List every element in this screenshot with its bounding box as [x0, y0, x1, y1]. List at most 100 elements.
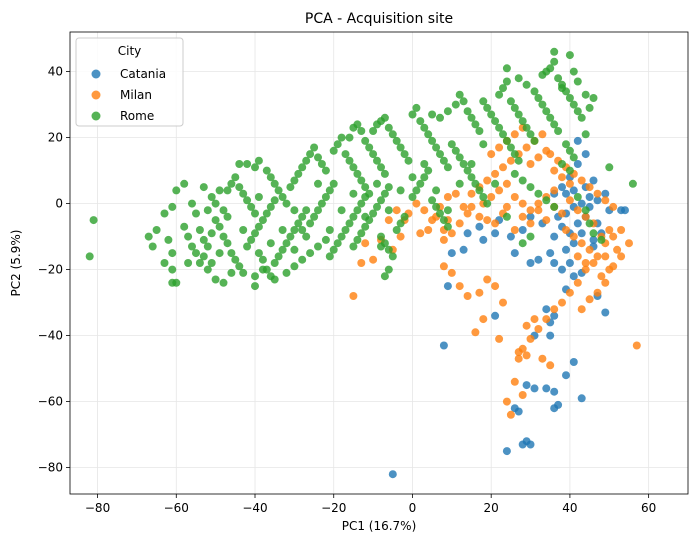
data-point: [192, 249, 200, 258]
data-point: [219, 278, 228, 287]
data-point: [530, 87, 539, 96]
data-point: [526, 232, 535, 241]
data-point: [467, 113, 476, 122]
data-point: [581, 265, 590, 274]
data-point: [589, 94, 598, 102]
data-point: [605, 265, 614, 274]
data-point: [243, 160, 252, 168]
data-point: [463, 292, 472, 300]
data-point: [270, 196, 279, 205]
legend-marker: [91, 69, 101, 79]
data-point: [203, 206, 212, 215]
y-axis-ticks: −80 −60 −40 −20 0 20 40: [38, 65, 70, 475]
data-point: [184, 232, 193, 241]
data-point: [502, 77, 511, 86]
data-point: [581, 259, 590, 267]
data-point: [349, 189, 358, 198]
data-point: [254, 156, 263, 165]
data-point: [506, 232, 515, 241]
data-point: [298, 212, 307, 221]
data-point: [439, 262, 448, 271]
data-point: [420, 123, 429, 132]
data-point: [538, 100, 547, 109]
data-point: [522, 143, 531, 152]
data-point: [270, 179, 279, 188]
data-point: [550, 47, 559, 56]
data-point: [321, 235, 330, 244]
data-point: [455, 219, 464, 228]
data-point: [558, 298, 566, 307]
data-point: [168, 249, 177, 258]
data-point: [491, 219, 500, 228]
data-point: [400, 212, 409, 221]
data-point: [314, 153, 322, 162]
data-point: [270, 259, 279, 267]
x-axis-label: PC1 (16.7%): [342, 519, 417, 533]
data-point: [479, 140, 488, 149]
data-point: [487, 150, 496, 159]
data-point: [632, 341, 641, 350]
data-point: [310, 212, 319, 221]
data-point: [502, 447, 511, 456]
data-point: [274, 252, 283, 261]
data-point: [262, 166, 271, 175]
data-point: [290, 226, 299, 234]
data-point: [211, 275, 220, 284]
data-point: [463, 229, 472, 238]
data-point: [455, 153, 464, 162]
data-point: [384, 183, 393, 192]
data-point: [215, 249, 224, 258]
data-point: [502, 212, 511, 221]
data-point: [258, 255, 267, 264]
data-point: [510, 404, 519, 413]
data-point: [416, 179, 425, 188]
data-point: [506, 97, 515, 106]
data-point: [227, 179, 236, 188]
x-tick-label: −60: [164, 501, 189, 515]
data-point: [317, 160, 326, 168]
data-point: [573, 77, 582, 86]
data-point: [270, 275, 279, 284]
data-point: [573, 219, 582, 228]
data-point: [392, 226, 401, 234]
data-point: [569, 186, 578, 195]
data-point: [408, 110, 417, 119]
data-point: [502, 136, 511, 145]
data-point: [337, 232, 346, 241]
data-point: [254, 193, 263, 201]
data-point: [573, 252, 582, 261]
legend-marker: [91, 111, 101, 121]
data-point: [365, 189, 374, 198]
data-point: [585, 295, 594, 304]
data-point: [168, 278, 177, 287]
data-point: [353, 169, 362, 178]
data-point: [522, 321, 531, 330]
data-point: [550, 120, 559, 129]
data-point: [577, 229, 586, 238]
x-tick-label: −80: [85, 501, 110, 515]
data-point: [227, 249, 236, 258]
data-point: [361, 222, 370, 231]
data-point: [278, 245, 287, 254]
data-point: [577, 239, 586, 248]
data-point: [432, 143, 441, 152]
data-point: [251, 209, 259, 218]
data-point: [565, 288, 574, 297]
data-point: [168, 202, 177, 211]
data-point: [510, 150, 519, 159]
data-point: [239, 268, 248, 277]
data-point: [554, 400, 563, 409]
data-point: [499, 130, 507, 139]
data-point: [550, 387, 559, 396]
data-point: [558, 209, 566, 218]
data-point: [526, 440, 535, 449]
data-point: [432, 202, 441, 211]
data-point: [577, 305, 586, 314]
data-point: [266, 239, 275, 248]
data-point: [361, 212, 370, 221]
data-point: [589, 229, 598, 238]
data-point: [455, 282, 464, 291]
data-point: [306, 219, 315, 228]
data-point: [357, 127, 366, 135]
data-point: [569, 272, 578, 281]
